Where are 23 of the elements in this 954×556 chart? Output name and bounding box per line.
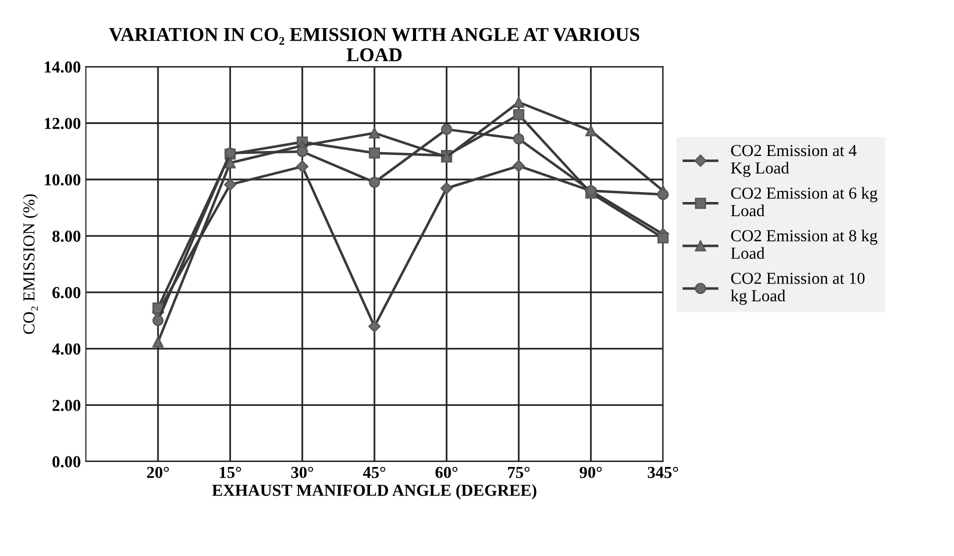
y-tick-label: 12.00: [44, 118, 80, 130]
y-tick-label: 0.00: [52, 456, 80, 468]
x-tick-label: 20°: [147, 466, 169, 478]
y-axis-title: CO₂ EMISSION (%): [22, 194, 38, 334]
x-tick-label: 90°: [580, 466, 602, 478]
x-tick-label: 15°: [220, 466, 242, 478]
y-tick-label: 2.00: [52, 400, 80, 412]
legend-label: CO2 Emission at 10 kg Load: [730, 272, 865, 305]
legend-label: CO2 Emission at 4 Kg Load: [730, 144, 857, 178]
x-tick-label: 45°: [363, 466, 386, 478]
x-axis-title: EXHAUST MANIFOLD ANGLE (DEGREE): [212, 484, 536, 500]
legend-label: CO2 Emission at 8 kg Load: [730, 230, 878, 259]
y-tick-label: 14.00: [44, 61, 80, 73]
y-tick-label: 10.00: [44, 174, 80, 186]
y-tick-label: 4.00: [52, 343, 80, 355]
y-tick-label: 8.00: [52, 230, 80, 242]
legend-label: CO2 Emission at 6 kg Load: [730, 187, 878, 216]
x-tick-label: 30°: [291, 466, 314, 478]
x-tick-label: 75°: [508, 466, 530, 478]
x-tick-label: 345°: [648, 466, 678, 478]
chart-title: VARIATION IN CO₂ EMISSION WITH ANGLE AT VARIOUS LOAD: [109, 28, 640, 62]
y-tick-label: 6.00: [52, 286, 80, 298]
x-tick-label: 60°: [435, 466, 458, 478]
